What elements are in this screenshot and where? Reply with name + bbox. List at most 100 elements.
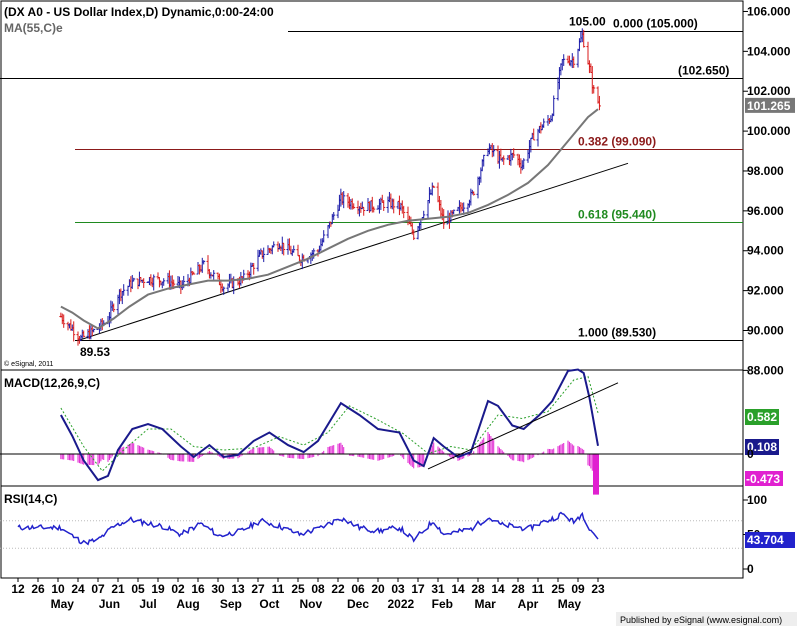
- x-tick-label: 05: [131, 582, 145, 596]
- price-y-tick-label: 100.000: [747, 124, 791, 138]
- x-tick-label: 07: [91, 582, 105, 596]
- x-month-label: Mar: [474, 597, 496, 611]
- macd-histogram-bar: [593, 453, 599, 495]
- fib-label: 1.000 (89.530): [578, 326, 656, 340]
- x-month-label: May: [51, 597, 75, 611]
- price-y-tick-label: 98.000: [747, 164, 784, 178]
- signal-value-badge-bg: [745, 409, 779, 425]
- x-month-label: Oct: [259, 597, 279, 611]
- price-y-ticks: 106.000 104.000 102.000 100.000 98.000 96.000…: [743, 4, 791, 377]
- price-candles: [59, 28, 601, 346]
- price-y-tick-label: 102.000: [747, 84, 791, 98]
- fib-label: 0.382 (99.090): [578, 135, 656, 149]
- x-tick-label: 13: [231, 582, 245, 596]
- macd-lines: [0, 368, 743, 482]
- x-month-label: May: [558, 597, 582, 611]
- x-month-label: Nov: [300, 597, 323, 611]
- x-tick-label: 11: [532, 582, 545, 596]
- signal-line: [60, 375, 599, 472]
- price-y-tick-label: 94.000: [747, 244, 784, 258]
- price-trendline-segment: [77, 162, 629, 341]
- fib-label: 0.000 (105.000): [613, 17, 698, 31]
- x-axis-ticks: 12 26 10 24 07 21 05 19 02 16 30 13 27 11 25 08 22 06 20 03…: [11, 578, 605, 611]
- x-tick-label: 11: [272, 582, 285, 596]
- rsi-line: [17, 511, 599, 546]
- x-month-label: Apr: [518, 597, 539, 611]
- price-y-tick-label: 90.000: [747, 324, 784, 338]
- ma-line: [60, 108, 599, 330]
- x-tick-label: 28: [511, 582, 525, 596]
- histogram-value: -0.473: [746, 472, 780, 486]
- panel-frames: [0, 0, 744, 579]
- x-tick-label: 25: [551, 582, 565, 596]
- macd-zero-tick: 0: [747, 447, 754, 461]
- x-tick-label: 21: [111, 582, 125, 596]
- x-tick-label: 17: [411, 582, 425, 596]
- rsi-value: 43.704: [747, 533, 784, 547]
- x-tick-label: 10: [51, 582, 65, 596]
- signal-value-badge: 0.582: [745, 409, 779, 425]
- price-y-tick-label: 96.000: [747, 204, 784, 218]
- x-tick-label: 23: [591, 582, 605, 596]
- x-tick-label: 16: [191, 582, 205, 596]
- x-tick-label: 12: [11, 582, 25, 596]
- price-y-tick-label: 88.000: [747, 363, 784, 377]
- annotation-low: 89.53: [80, 345, 110, 359]
- copyright-label: © eSignal, 2011: [4, 360, 54, 368]
- rsi-value-badge: 43.704: [745, 532, 795, 548]
- annotation-high: 105.00: [569, 14, 606, 28]
- last-price-badge-bg: [745, 97, 795, 113]
- x-tick-label: 22: [331, 582, 345, 596]
- x-tick-label: 28: [471, 582, 485, 596]
- footer-bar: [616, 612, 797, 626]
- x-tick-label: 30: [211, 582, 225, 596]
- x-month-label: Aug: [176, 597, 199, 611]
- rsi-guides: [0, 520, 743, 549]
- x-tick-label: 31: [431, 582, 445, 596]
- x-month-label: Jul: [139, 597, 156, 611]
- chart-title: (DX A0 - US Dollar Index,D) Dynamic,0:00…: [4, 5, 274, 19]
- x-tick-label: 19: [151, 582, 165, 596]
- price-trendline: [77, 162, 629, 341]
- x-tick-label: 14: [491, 582, 505, 596]
- price-y-tick-label: 104.000: [747, 44, 791, 58]
- x-tick-label: 06: [351, 582, 365, 596]
- x-tick-label: 02: [171, 582, 185, 596]
- x-tick-label: 25: [291, 582, 305, 596]
- price-y-tick-label: 106.000: [747, 4, 791, 18]
- rsi-title: RSI(14,C): [4, 492, 57, 506]
- ma-legend: MA(55,C)e: [4, 21, 63, 35]
- fib-label: 0.618 (95.440): [578, 208, 656, 222]
- x-tick-label: 26: [31, 582, 45, 596]
- x-month-label: 2022: [388, 597, 415, 611]
- signal-value: 0.582: [747, 410, 777, 424]
- footer-credit: Published by eSignal (www.esignal.com): [620, 615, 782, 625]
- last-price-value: 101.265: [747, 99, 791, 113]
- x-tick-label: 24: [71, 582, 85, 596]
- x-tick-label: 20: [371, 582, 385, 596]
- x-tick-label: 14: [451, 582, 465, 596]
- x-tick-label: 08: [311, 582, 325, 596]
- rsi-value-badge-bg: [745, 532, 795, 548]
- macd-value-badge: 0.108: [745, 439, 779, 455]
- rsi-polyline: [17, 511, 599, 546]
- x-tick-label: 27: [251, 582, 265, 596]
- x-tick-label: 03: [391, 582, 405, 596]
- fib-label: (102.650): [678, 64, 729, 78]
- x-month-label: Jun: [99, 597, 120, 611]
- x-month-label: Dec: [347, 597, 369, 611]
- x-month-label: Feb: [432, 597, 453, 611]
- histogram-value-badge-bg: [745, 471, 783, 486]
- histogram-value-badge: -0.473: [745, 471, 783, 486]
- macd-value: 0.108: [747, 440, 777, 454]
- fib-labels: 0.000 (105.000) (102.650) 0.382 (99.090) 0.…: [578, 17, 729, 340]
- macd-value-badge-bg: [745, 439, 779, 455]
- last-price-badge: 101.265: [745, 97, 795, 113]
- x-tick-label: 09: [571, 582, 585, 596]
- rsi-y-tick-label: 100: [747, 493, 767, 507]
- macd-trendline: [427, 382, 619, 470]
- rsi-y-tick-label: 0: [747, 562, 754, 576]
- macd-title: MACD(12,26,9,C): [4, 376, 100, 390]
- price-y-tick-label: 92.000: [747, 284, 784, 298]
